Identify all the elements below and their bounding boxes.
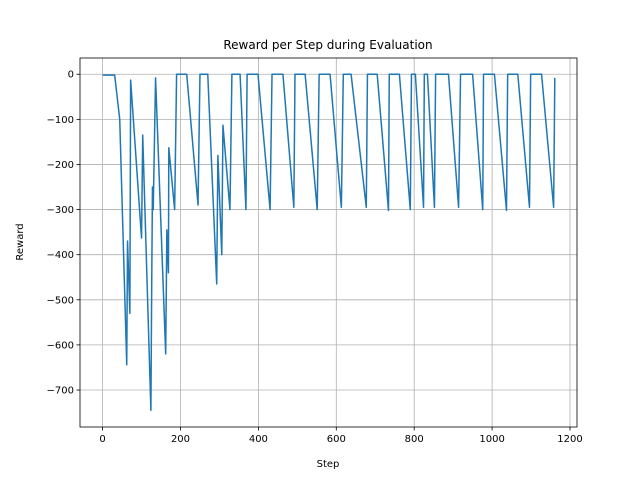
y-tick-label: −700 (47, 386, 74, 397)
y-tick-label: −200 (47, 160, 74, 171)
y-tick-label: −300 (47, 205, 74, 216)
x-tick-label: 1200 (557, 434, 582, 445)
x-tick-label: 600 (327, 434, 346, 445)
x-tick-label: 0 (99, 434, 105, 445)
y-tick-label: −500 (47, 295, 74, 306)
x-tick-label: 200 (171, 434, 190, 445)
x-tick-label: 400 (249, 434, 268, 445)
x-axis-label: Step (317, 459, 340, 470)
data-line (102, 73, 556, 412)
chart-title: Reward per Step during Evaluation (223, 38, 432, 52)
y-tick-label: −600 (47, 340, 74, 351)
x-tick-label: 800 (405, 434, 424, 445)
y-axis-label: Reward (15, 223, 26, 260)
x-tick-label: 1000 (479, 434, 504, 445)
y-tick-label: 0 (68, 70, 74, 81)
y-tick-label: −400 (47, 250, 74, 261)
y-tick-label: −100 (47, 115, 74, 126)
axes-frame (79, 57, 578, 428)
